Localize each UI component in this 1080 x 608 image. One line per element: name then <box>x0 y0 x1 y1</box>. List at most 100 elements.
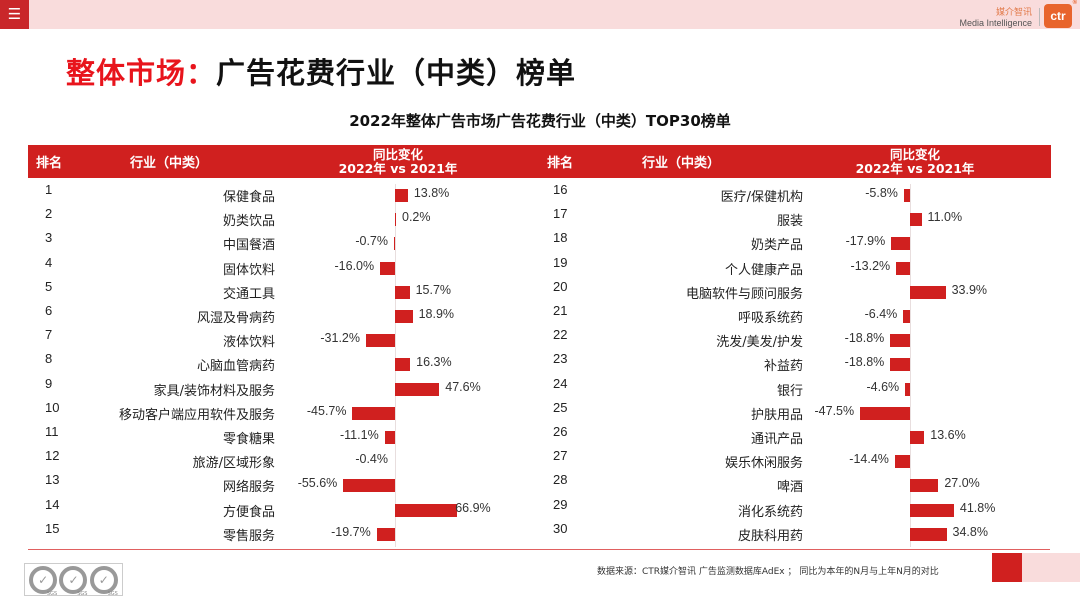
data-label: 27.0% <box>944 476 980 491</box>
bar-mark <box>394 237 395 251</box>
row-rank: 7 <box>45 327 53 343</box>
header-rank: 排名 <box>36 156 63 171</box>
row-rank: 14 <box>45 496 60 512</box>
row-rank: 27 <box>553 448 568 464</box>
row-industry: 液体饮料 <box>222 335 275 351</box>
row-industry: 保健食品 <box>222 190 275 205</box>
row-industry: 服装 <box>776 214 803 230</box>
brand-divider <box>1039 8 1040 26</box>
header-change: 同比变化 2022年 vs 2021年 <box>328 145 468 178</box>
bar-mark <box>903 310 910 323</box>
row-rank: 1 <box>45 182 53 197</box>
row-industry: 啤酒 <box>776 480 803 496</box>
row-rank: 20 <box>553 278 568 294</box>
row-rank: 9 <box>45 375 53 391</box>
bar-mark <box>905 382 910 396</box>
bar-mark <box>380 261 395 275</box>
row-industry: 移动客户端应用软件及服务 <box>118 407 275 423</box>
header-change-line2: 2022年 vs 2021年 <box>855 160 975 176</box>
row-rank: 29 <box>553 496 568 512</box>
top-bar: ☰ 媒介智讯 Media Intelligence ctr ® <box>0 0 1080 29</box>
brand-name-en: Media Intelligence <box>959 18 1032 28</box>
row-rank: 28 <box>553 472 568 488</box>
data-label: 13.8% <box>413 186 450 200</box>
row-industry: 奶类饮品 <box>222 214 275 230</box>
hamburger-menu-icon: ☰ <box>7 5 22 23</box>
header-change-line1: 同比变化 <box>889 146 940 162</box>
sgs-check-icon: ✓ SGS <box>29 565 58 597</box>
bar-mark <box>890 358 910 372</box>
bar-mark <box>395 285 410 299</box>
sgs-certification-badges: ✓ SGS ✓ SGS ✓ SGS <box>24 563 123 597</box>
row-industry: 固体饮料 <box>222 262 275 278</box>
row-industry: 通讯产品 <box>750 432 803 447</box>
row-industry: 补益药 <box>763 359 803 375</box>
row-rank: 22 <box>553 327 568 343</box>
data-label: 41.8% <box>959 500 996 515</box>
row-industry: 皮肤科用药 <box>737 528 803 544</box>
row-industry: 个人健康产品 <box>724 262 803 278</box>
data-label: -14.4% <box>849 452 889 467</box>
data-label: -17.9% <box>845 234 886 249</box>
row-industry: 心脑血管病药 <box>196 359 275 375</box>
ctr-logo-text: ctr <box>1050 9 1066 23</box>
row-industry: 银行 <box>776 383 803 399</box>
footer-pink-block <box>1022 553 1080 582</box>
sgs-label: SGS <box>77 590 88 597</box>
row-industry: 零售服务 <box>222 528 275 544</box>
header-rank: 排名 <box>547 156 574 171</box>
data-label: -18.8% <box>844 331 885 346</box>
row-industry: 零食糖果 <box>222 432 275 447</box>
row-rank: 16 <box>553 182 568 197</box>
data-label: 33.9% <box>951 282 988 297</box>
row-industry: 交通工具 <box>222 286 275 302</box>
bar-mark <box>395 213 396 227</box>
sgs-label: SGS <box>107 590 118 597</box>
data-label: -31.2% <box>320 331 360 346</box>
row-industry: 奶类产品 <box>750 238 803 254</box>
bar-mark <box>343 479 395 493</box>
bar-mark <box>910 213 922 227</box>
data-label: -11.1% <box>340 428 379 442</box>
data-label: 34.8% <box>952 524 988 539</box>
row-rank: 5 <box>45 278 53 294</box>
bar-mark <box>395 382 440 396</box>
data-label: -16.0% <box>334 258 375 273</box>
bar-mark <box>860 406 910 420</box>
bar-mark <box>352 406 395 420</box>
bar-mark <box>896 261 910 275</box>
registered-mark: ® <box>1072 0 1077 6</box>
bar-mark <box>365 334 395 348</box>
data-label: -19.7% <box>331 524 371 539</box>
row-rank: 11 <box>45 424 59 439</box>
header-industry: 行业（中类） <box>642 156 721 171</box>
row-industry: 中国餐酒 <box>222 238 275 254</box>
bar-mark <box>395 189 408 202</box>
row-industry: 娱乐休闲服务 <box>724 456 803 472</box>
row-industry: 方便食品 <box>222 504 275 520</box>
header-industry: 行业（中类） <box>130 156 209 171</box>
data-label: 0.2% <box>402 210 431 225</box>
row-industry: 呼吸系统药 <box>737 311 803 326</box>
data-label: -6.4% <box>864 307 898 321</box>
data-label: 66.9% <box>455 500 491 515</box>
row-industry: 旅游/区域形象 <box>192 456 275 472</box>
row-rank: 23 <box>553 351 568 367</box>
menu-button[interactable]: ☰ <box>0 0 29 29</box>
row-industry: 家具/装饰材料及服务 <box>153 383 275 399</box>
zero-axis-line <box>910 184 911 547</box>
row-rank: 12 <box>45 448 60 464</box>
bar-mark <box>910 285 946 299</box>
data-label: 16.3% <box>416 355 452 370</box>
bar-mark <box>910 431 925 444</box>
data-source-note: 数据来源：CTR媒介智讯 广告监测数据库AdEx ； 同比为本年的N月与上年N月… <box>597 567 939 577</box>
row-rank: 18 <box>553 230 568 246</box>
bar-mark <box>376 527 395 541</box>
row-rank: 15 <box>45 520 60 536</box>
row-industry: 电脑软件与顾问服务 <box>685 286 803 302</box>
row-industry: 医疗/保健机构 <box>720 190 803 205</box>
page-title-highlight: 整体市场： <box>66 56 217 90</box>
data-label: 13.6% <box>930 428 966 442</box>
header-change-line1: 同比变化 <box>372 146 423 162</box>
row-rank: 6 <box>45 303 53 318</box>
